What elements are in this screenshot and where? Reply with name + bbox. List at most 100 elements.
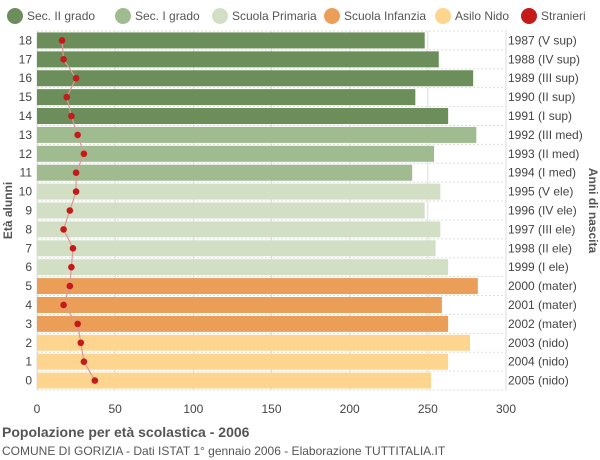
- legend-marker: [435, 8, 451, 24]
- legend-marker: [324, 8, 340, 24]
- birth-year-label: 2005 (nido): [508, 374, 569, 388]
- birth-year-label: 1996 (IV ele): [508, 204, 577, 218]
- birth-year-label: 2003 (nido): [508, 336, 569, 350]
- age-tick-label: 18: [19, 33, 33, 47]
- bar: [37, 240, 436, 257]
- age-tick-label: 1: [25, 355, 32, 369]
- stranieri-point: [66, 207, 74, 214]
- birth-year-label: 1997 (III ele): [508, 222, 575, 236]
- stranieri-point: [69, 244, 77, 252]
- birth-year-label: 1998 (II ele): [508, 241, 572, 255]
- age-tick-label: 13: [19, 128, 33, 142]
- legend-marker: [7, 8, 23, 24]
- age-tick-label: 15: [19, 90, 33, 104]
- bar: [37, 145, 435, 162]
- bar: [37, 221, 441, 238]
- birth-year-label: 1989 (III sup): [508, 71, 579, 85]
- legend-marker: [115, 8, 131, 24]
- x-tick-label: 100: [183, 402, 203, 416]
- age-tick-label: 6: [25, 260, 32, 274]
- birth-year-label: 2002 (mater): [508, 317, 577, 331]
- stranieri-point: [60, 301, 67, 309]
- bar: [37, 296, 442, 313]
- bar: [37, 334, 471, 351]
- bar: [37, 164, 413, 181]
- x-tick-label: 200: [340, 402, 360, 416]
- stranieri-point: [80, 358, 88, 365]
- stranieri-point: [63, 93, 71, 101]
- stranieri-point: [77, 339, 85, 347]
- x-tick-label: 50: [108, 402, 122, 416]
- chart-subtitle: COMUNE DI GORIZIA - Dati ISTAT 1° gennai…: [2, 444, 446, 458]
- legend-label: Scuola Infanzia: [344, 9, 426, 23]
- age-tick-label: 3: [25, 317, 32, 331]
- age-tick-label: 11: [20, 166, 33, 180]
- y-axis-title-left: Età alunni: [1, 182, 15, 239]
- chart: Sec. II grado Sec. I grado Scuola Primaria…: [1, 8, 600, 416]
- stranieri-point: [72, 169, 80, 177]
- age-tick-label: 10: [19, 185, 33, 199]
- age-tick-label: 16: [19, 71, 33, 85]
- bar: [37, 89, 416, 106]
- age-tick-label: 8: [25, 222, 32, 236]
- birth-year-label: 2004 (nido): [508, 355, 569, 369]
- age-tick-label: 2: [25, 336, 32, 350]
- x-tick-label: 0: [34, 402, 41, 416]
- age-tick-label: 9: [25, 204, 32, 218]
- stranieri-point: [66, 282, 74, 290]
- birth-year-label: 2000 (mater): [508, 279, 577, 293]
- legend-label: Sec. II grado: [27, 9, 95, 23]
- birth-year-label: 1995 (V ele): [508, 185, 573, 199]
- bar: [37, 278, 478, 295]
- stranieri-point: [72, 74, 80, 82]
- bar: [37, 51, 439, 68]
- legend-label: Scuola Primaria: [232, 9, 317, 23]
- x-tick-label: 150: [261, 402, 281, 416]
- bar: [37, 126, 477, 143]
- stranieri-point: [68, 263, 75, 271]
- bar: [37, 372, 431, 389]
- age-tick-label: 14: [19, 109, 33, 123]
- birth-year-label: 2001 (mater): [508, 298, 577, 312]
- bar: [37, 353, 449, 370]
- age-tick-label: 4: [25, 298, 32, 312]
- birth-year-label: 1987 (V sup): [508, 33, 577, 47]
- stranieri-point: [60, 226, 67, 233]
- bar: [37, 70, 474, 87]
- stranieri-point: [72, 188, 80, 195]
- bar: [37, 183, 441, 200]
- x-tick-label: 250: [418, 402, 438, 416]
- legend-label: Stranieri: [541, 9, 586, 23]
- legend-marker: [212, 8, 228, 24]
- bar: [37, 259, 449, 276]
- age-tick-label: 7: [25, 241, 32, 255]
- bar: [37, 315, 449, 332]
- age-tick-label: 5: [25, 279, 32, 293]
- bar: [37, 32, 425, 49]
- y-axis-title-right: Anni di nascita: [586, 168, 600, 254]
- age-tick-label: 12: [19, 147, 33, 161]
- legend-marker: [521, 8, 537, 24]
- stranieri-point: [74, 320, 81, 328]
- birth-year-label: 1999 (I ele): [508, 260, 569, 274]
- bar: [37, 108, 449, 125]
- bar: [37, 202, 425, 219]
- birth-year-label: 1990 (II sup): [508, 90, 575, 104]
- stranieri-point: [74, 131, 81, 139]
- stranieri-point: [58, 37, 66, 44]
- birth-year-label: 1993 (II med): [508, 147, 579, 161]
- birth-year-label: 1991 (I sup): [508, 109, 572, 123]
- stranieri-point: [68, 112, 75, 120]
- stranieri-point: [60, 56, 67, 63]
- age-tick-label: 17: [19, 52, 33, 66]
- birth-year-label: 1994 (I med): [508, 166, 576, 180]
- legend-label: Asilo Nido: [455, 9, 509, 23]
- chart-title: Popolazione per età scolastica - 2006: [2, 424, 250, 440]
- x-tick-label: 300: [496, 402, 516, 416]
- age-tick-label: 0: [25, 374, 32, 388]
- legend-label: Sec. I grado: [135, 9, 200, 23]
- birth-year-label: 1992 (III med): [508, 128, 583, 142]
- birth-year-label: 1988 (IV sup): [508, 52, 580, 66]
- stranieri-point: [80, 150, 88, 158]
- stranieri-point: [91, 377, 99, 384]
